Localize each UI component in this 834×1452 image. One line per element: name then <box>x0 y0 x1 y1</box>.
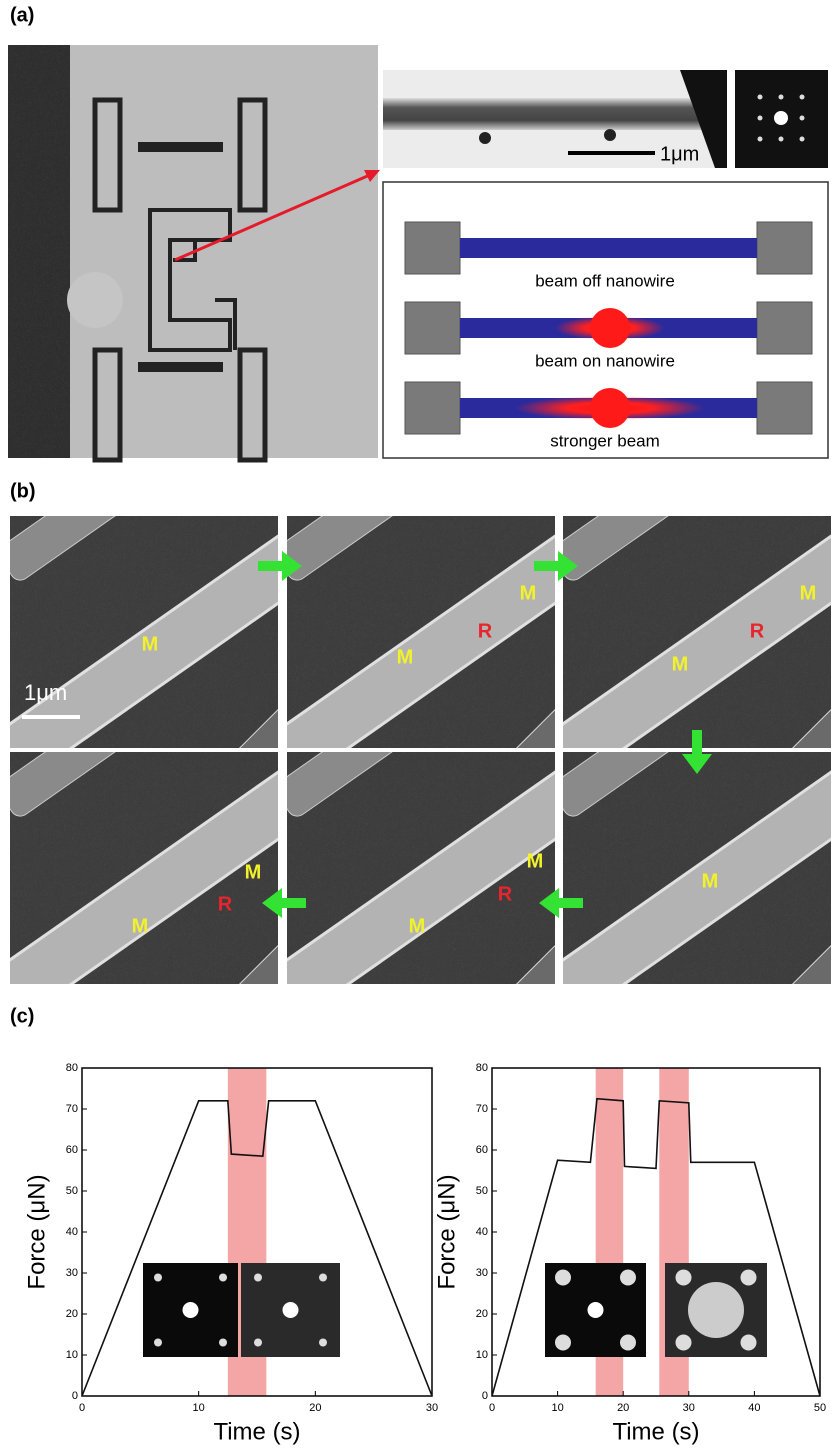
diffraction-spot <box>588 1302 604 1318</box>
diffraction-spot <box>741 1270 757 1286</box>
y-axis-label: Force (μN) <box>23 1174 50 1289</box>
figure: (a) 1μm beam off nanowire beam on nanowir… <box>0 0 834 1452</box>
diffraction-spot <box>219 1274 227 1282</box>
panel-label: (a) <box>10 4 34 26</box>
y-tick-label: 80 <box>476 1062 488 1074</box>
diffraction-spot <box>254 1274 262 1282</box>
phase-label: M <box>672 653 689 675</box>
schematic-label: stronger beam <box>550 431 660 450</box>
x-tick-label: 30 <box>426 1402 438 1414</box>
y-tick-label: 10 <box>66 1349 78 1361</box>
pad <box>405 302 460 354</box>
diffraction-spot <box>620 1335 636 1351</box>
diffraction-spot <box>219 1339 227 1347</box>
x-tick-label: 0 <box>79 1402 85 1414</box>
y-tick-label: 0 <box>482 1390 488 1402</box>
y-tick-label: 50 <box>66 1185 78 1197</box>
beam-spot <box>590 308 630 348</box>
schematic-label: beam on nanowire <box>535 351 675 370</box>
diffraction-spot <box>676 1270 692 1286</box>
x-tick-label: 0 <box>489 1402 495 1414</box>
y-tick-label: 30 <box>66 1267 78 1279</box>
y-tick-label: 60 <box>66 1144 78 1156</box>
x-axis-label: Time (s) <box>612 1418 699 1445</box>
y-tick-label: 50 <box>476 1185 488 1197</box>
x-tick-label: 20 <box>309 1402 321 1414</box>
x-tick-label: 20 <box>617 1402 629 1414</box>
scale-bar-label: 1μm <box>24 680 67 705</box>
phase-label: M <box>527 850 544 872</box>
diffraction-spot <box>741 1335 757 1351</box>
phase-label: M <box>245 861 262 883</box>
diffraction-spot <box>688 1282 744 1338</box>
schematic-label: beam off nanowire <box>535 271 675 290</box>
y-tick-label: 60 <box>476 1144 488 1156</box>
diffraction-spot <box>555 1335 571 1351</box>
pad <box>757 222 812 274</box>
diffraction-spot <box>154 1274 162 1282</box>
nanowire <box>460 238 757 258</box>
diffraction-spot <box>620 1270 636 1286</box>
diffraction-spot <box>254 1339 262 1347</box>
x-tick-label: 50 <box>814 1402 826 1414</box>
y-tick-label: 80 <box>66 1062 78 1074</box>
phase-label: M <box>132 915 149 937</box>
beam-spot <box>590 388 630 428</box>
y-tick-label: 10 <box>476 1349 488 1361</box>
x-tick-label: 10 <box>551 1402 563 1414</box>
diffraction-spot <box>154 1339 162 1347</box>
y-tick-label: 70 <box>66 1103 78 1115</box>
phase-label: R <box>750 620 765 642</box>
diffraction-spot <box>676 1335 692 1351</box>
y-tick-label: 70 <box>476 1103 488 1115</box>
y-tick-label: 0 <box>72 1390 78 1402</box>
x-axis-label: Time (s) <box>213 1418 300 1445</box>
phase-label: M <box>800 582 817 604</box>
panel-label: (c) <box>10 1005 34 1027</box>
pad <box>757 302 812 354</box>
y-tick-label: 30 <box>476 1267 488 1279</box>
diffraction-spot <box>555 1270 571 1286</box>
force-line <box>492 1099 820 1396</box>
phase-label: R <box>478 620 493 642</box>
pad <box>757 382 812 434</box>
y-tick-label: 40 <box>66 1226 78 1238</box>
phase-label: M <box>409 915 426 937</box>
diffraction-spot <box>319 1274 327 1282</box>
y-tick-label: 20 <box>476 1308 488 1320</box>
pad <box>405 382 460 434</box>
phase-label: R <box>498 883 513 905</box>
diffraction-image <box>735 70 828 168</box>
diffraction-spot <box>283 1302 299 1318</box>
scale-bar-label: 1μm <box>660 143 699 165</box>
phase-label: R <box>218 893 233 915</box>
y-tick-label: 20 <box>66 1308 78 1320</box>
phase-label: M <box>397 646 414 668</box>
y-axis-label: Force (μN) <box>433 1174 460 1289</box>
y-tick-label: 40 <box>476 1226 488 1238</box>
diffraction-spot <box>183 1302 199 1318</box>
phase-label: M <box>520 582 537 604</box>
plot-frame <box>492 1068 820 1396</box>
x-tick-label: 30 <box>683 1402 695 1414</box>
pad <box>405 222 460 274</box>
panel-label: (b) <box>10 480 36 502</box>
x-tick-label: 10 <box>193 1402 205 1414</box>
x-tick-label: 40 <box>748 1402 760 1414</box>
diffraction-spot <box>319 1339 327 1347</box>
phase-label: M <box>142 633 159 655</box>
phase-label: M <box>702 870 719 892</box>
